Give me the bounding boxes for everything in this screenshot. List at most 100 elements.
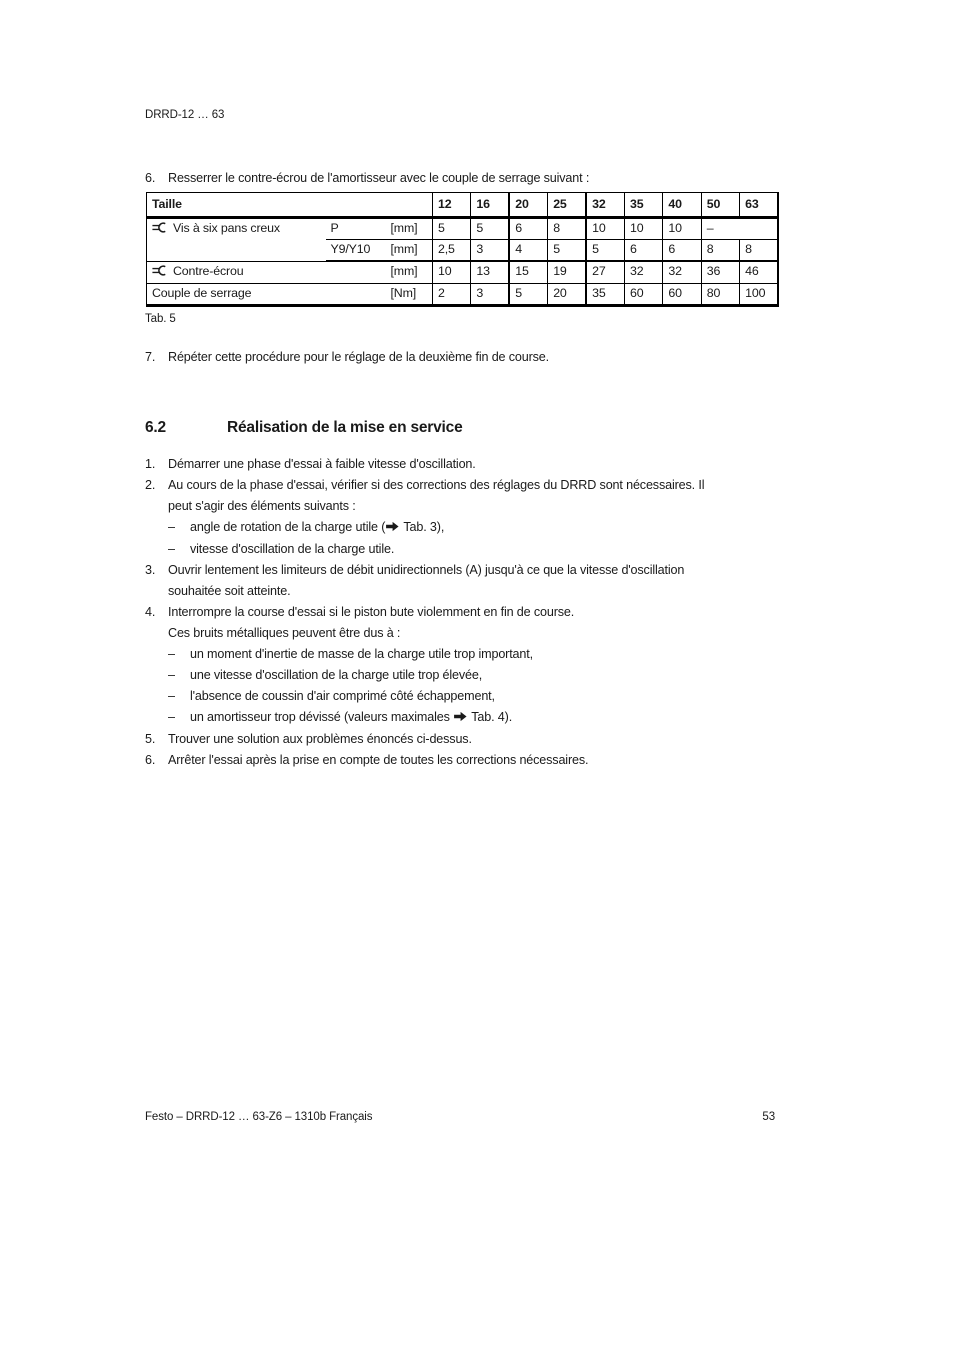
item-dash: – [168,710,175,724]
step-text: Resserrer le contre-écrou de l'amortisse… [168,171,590,185]
value-cell: 27 [585,261,625,284]
value-cell: 5 [508,283,548,306]
list-item: 3. Ouvrir lentement les limiteurs de déb… [145,560,785,602]
list-subitem: – un amortisseur trop dévissé (valeurs m… [168,707,785,729]
list-subitem: – vitesse d'oscillation de la charge uti… [168,539,785,560]
row-sublabel: Y9/Y10 [325,239,386,262]
size-col: 32 [585,192,625,219]
footer-page-number: 53 [762,1111,775,1123]
step-number: 7. [145,350,156,364]
value-cell: 8 [700,239,740,262]
value-cell: 3 [470,283,510,306]
value-cell: 32 [662,261,702,284]
table-caption: Tab. 5 [145,313,176,325]
row-unit: [mm] [385,239,433,262]
item-dash: – [168,668,175,682]
value-cell: 10 [623,217,663,240]
item-number: 4. [145,605,156,619]
value-cell: – [700,217,779,240]
section-number: 6.2 [145,419,166,436]
value-cell: 36 [700,261,740,284]
value-cell: 60 [662,283,702,306]
wrench-icon [152,222,169,237]
row-label-cell: Vis à six pans creux [146,217,326,262]
value-cell: 35 [585,283,625,306]
row-label: Vis à six pans creux [173,221,280,235]
table-row: Couple de serrage [Nm] 2 3 5 20 35 60 60… [146,283,779,306]
item-text: Au cours de la phase d'essai, vérifier s… [168,478,705,513]
size-col: 25 [547,192,587,219]
row-unit: [mm] [385,217,433,240]
value-cell: 2 [432,283,471,306]
item-number: 6. [145,753,156,767]
value-cell: 6 [508,217,548,240]
item-text: Ouvrir lentement les limiteurs de débit … [168,563,685,598]
value-cell: 5 [585,239,625,262]
table-row: Contre-écrou [mm] 10 13 15 19 27 32 32 3… [146,261,779,284]
procedure-list: 1. Démarrer une phase d'essai à faible v… [145,454,785,771]
value-cell: 10 [662,217,702,240]
list-item: 1. Démarrer une phase d'essai à faible v… [145,454,785,475]
item-text-pre: un amortisseur trop dévissé (valeurs max… [190,710,454,724]
item-text: vitesse d'oscillation de la charge utile… [190,542,395,556]
item-text-post: Tab. 4). [468,710,513,724]
size-col: 63 [739,192,779,219]
value-cell: 10 [432,261,471,284]
row-unit: [Nm] [385,283,433,306]
step-text: Répéter cette procédure pour le réglage … [168,350,549,364]
value-cell: 8 [547,217,587,240]
size-col: 16 [470,192,510,219]
step-number: 6. [145,171,156,185]
row-label-cell: Couple de serrage [146,283,386,306]
list-subitem: – angle de rotation de la charge utile (… [168,517,785,539]
value-cell: 19 [547,261,587,284]
table-row: Y9/Y10 [mm] 2,5 3 4 5 5 6 6 8 8 [147,239,779,262]
row-unit: [mm] [385,261,433,284]
list-subitem: – une vitesse d'oscillation de la charge… [168,665,785,686]
list-item: 4. Interrompre la course d'essai si le p… [145,602,785,644]
row-label-cell: Contre-écrou [146,261,386,284]
item-text: un amortisseur trop dévissé (valeurs max… [190,707,785,729]
value-cell: 13 [470,261,510,284]
running-header: DRRD-12 … 63 [145,109,225,121]
table-header-row: Taille 12 16 20 25 32 35 40 50 63 [146,192,779,219]
value-cell: 32 [623,261,663,284]
item-text: angle de rotation de la charge utile ( T… [190,517,785,539]
list-item: 6. Arrêter l'essai après la prise en com… [145,750,785,771]
item-text: Arrêter l'essai après la prise en compte… [168,753,589,767]
footer-document-id: Festo – DRRD-12 … 63-Z6 – 1310b Français [145,1111,373,1123]
torque-table: Taille 12 16 20 25 32 35 40 50 63 Vis à … [146,192,780,307]
item-text: Trouver une solution aux problèmes énonc… [168,732,472,746]
value-cell: 20 [547,283,587,306]
wrench-icon [152,265,169,280]
section-title: Réalisation de la mise en service [227,419,463,436]
page-footer: Festo – DRRD-12 … 63-Z6 – 1310b Français… [145,1111,775,1123]
value-cell: 80 [700,283,740,306]
table-row: Vis à six pans creux P [mm] 5 5 6 8 10 1… [146,217,779,262]
arrow-right-icon [454,708,467,729]
value-cell: 4 [508,239,548,262]
arrow-right-icon [386,518,399,539]
size-col: 50 [700,192,740,219]
item-text: Démarrer une phase d'essai à faible vite… [168,457,476,471]
value-cell: 60 [623,283,663,306]
step-6: 6. Resserrer le contre-écrou de l'amorti… [145,170,589,187]
value-cell: 15 [508,261,548,284]
row-sublabel: P [325,217,386,240]
size-col: 35 [623,192,663,219]
item-dash: – [168,542,175,556]
item-dash: – [168,647,175,661]
list-subitem: – l'absence de coussin d'air comprimé cô… [168,686,785,707]
list-item: 2. Au cours de la phase d'essai, vérifie… [145,475,785,517]
value-cell: 46 [739,261,779,284]
item-text-post: Tab. 3), [400,520,445,534]
item-number: 3. [145,563,156,577]
size-col: 20 [508,192,548,219]
size-col: 12 [432,192,471,219]
size-col: 40 [662,192,702,219]
value-cell: 5 [470,217,510,240]
item-dash: – [168,689,175,703]
value-cell: 8 [739,239,779,262]
value-cell: 5 [547,239,587,262]
